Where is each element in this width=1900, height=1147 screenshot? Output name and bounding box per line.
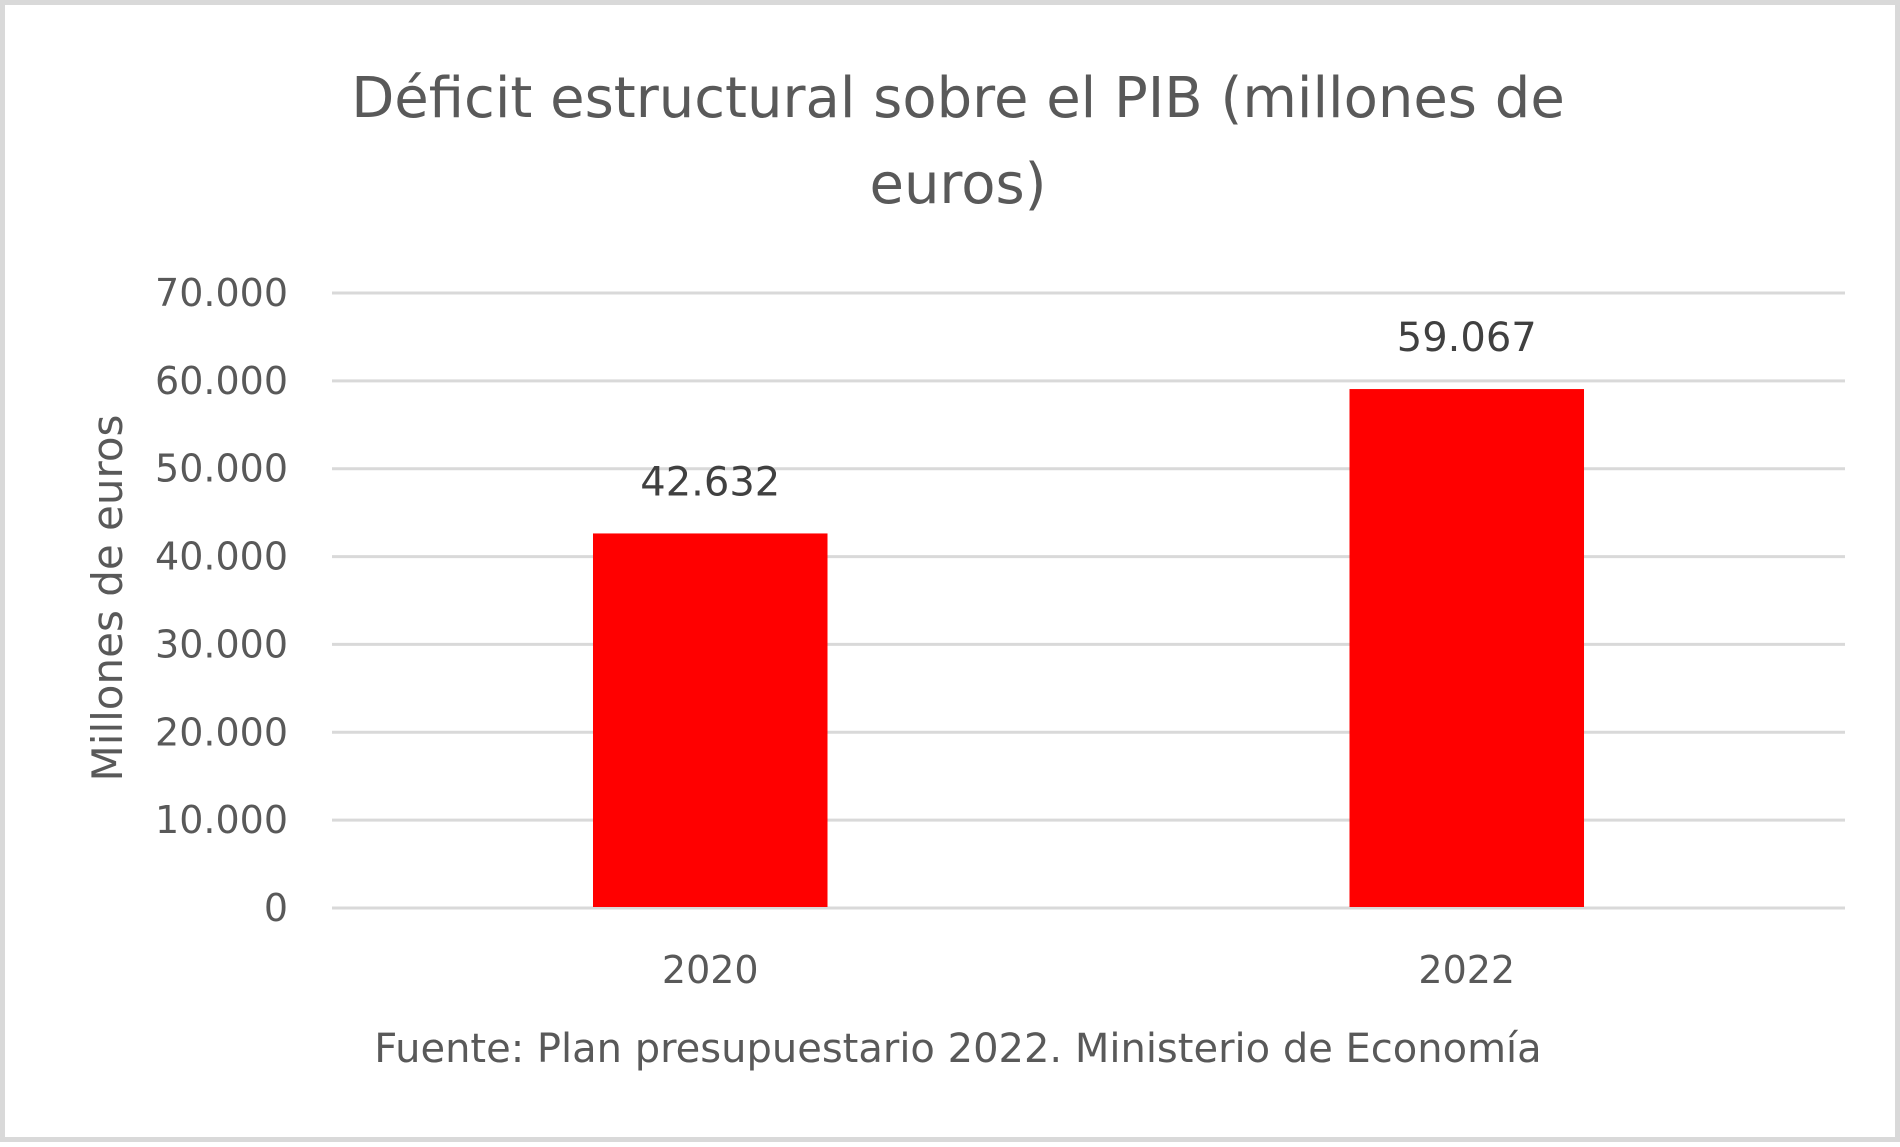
data-labels: 42.632 59.067	[640, 315, 1536, 505]
y-tick-label: 40.000	[155, 535, 288, 579]
y-tick-label: 30.000	[155, 622, 288, 666]
y-tick-label: 70.000	[155, 271, 288, 315]
y-tick-label: 60.000	[155, 359, 288, 403]
data-label-2022: 59.067	[1397, 315, 1537, 361]
x-axis-ticks: 2020 2022	[662, 948, 1515, 992]
source-note: Fuente: Plan presupuestario 2022. Minist…	[374, 1026, 1541, 1072]
bar-2020	[592, 533, 828, 907]
chart-title-line-2: euros)	[869, 152, 1046, 217]
bar-2022	[1349, 389, 1585, 907]
y-tick-label: 20.000	[155, 710, 288, 754]
x-tick-label: 2020	[662, 948, 759, 992]
y-axis-ticks: 0 10.000 20.000 30.000 40.000 50.000 60.000 70.…	[155, 271, 288, 930]
y-tick-label: 10.000	[155, 798, 288, 842]
y-tick-label: 50.000	[155, 447, 288, 491]
bars	[592, 389, 1585, 907]
data-label-2020: 42.632	[640, 459, 780, 505]
gridlines	[332, 291, 1845, 910]
chart-title-line-1: Déficit estructural sobre el PIB (millon…	[351, 66, 1565, 131]
chart-title: Déficit estructural sobre el PIB (millon…	[351, 66, 1565, 217]
bar-chart: Déficit estructural sobre el PIB (millon…	[83, 66, 1845, 1072]
y-tick-label: 0	[264, 886, 288, 930]
y-axis-label: Millones de euros	[83, 415, 132, 782]
x-tick-label: 2022	[1418, 948, 1515, 992]
